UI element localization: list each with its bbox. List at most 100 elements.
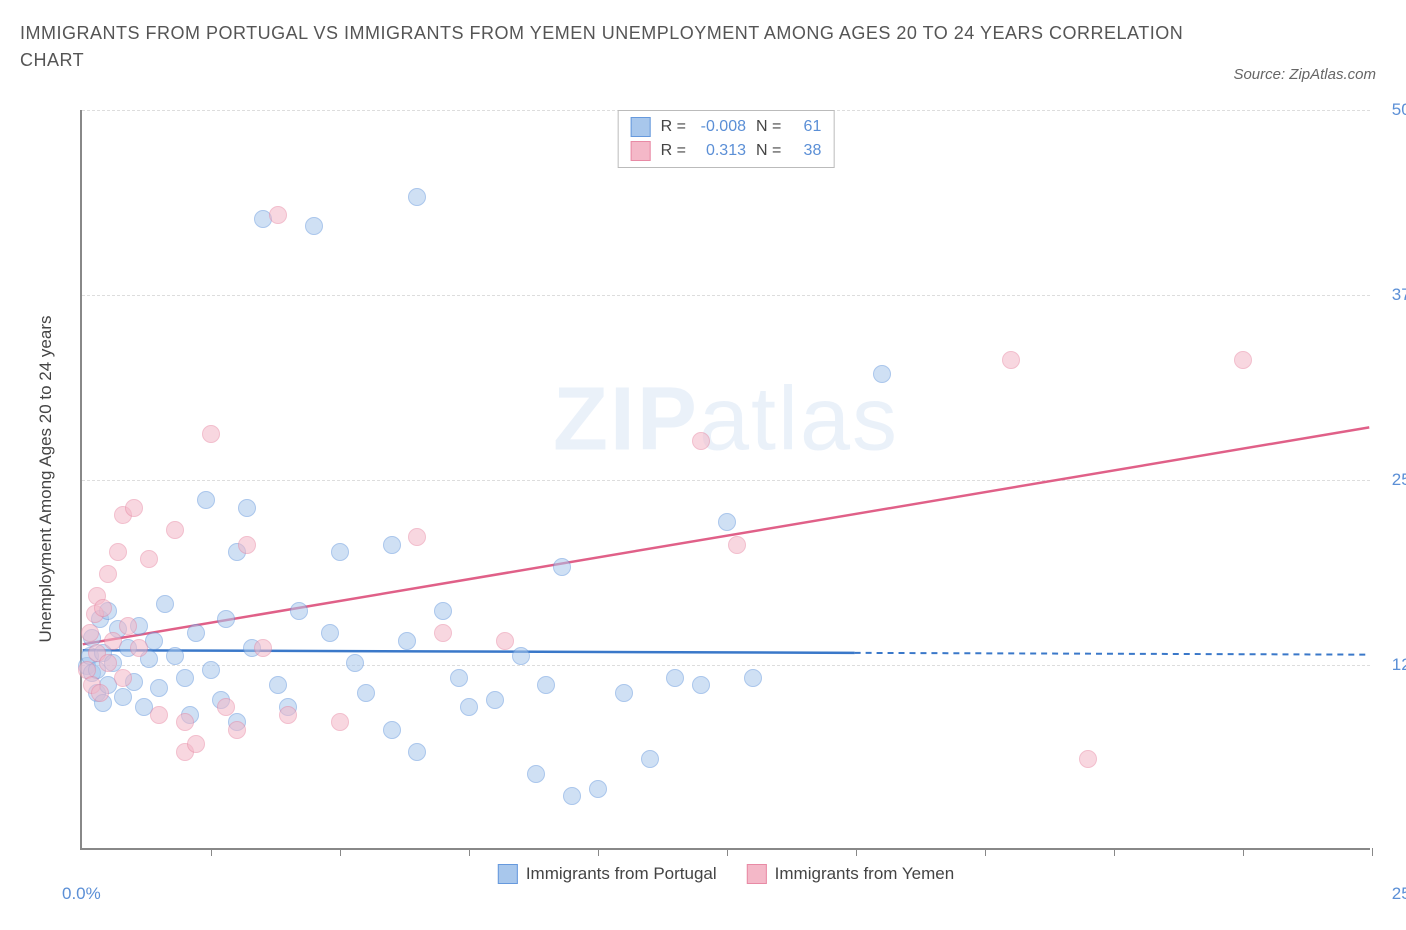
x-tick <box>1372 848 1373 856</box>
scatter-point <box>666 669 684 687</box>
scatter-point <box>331 543 349 561</box>
legend-swatch-icon <box>498 864 518 884</box>
scatter-point <box>615 684 633 702</box>
scatter-point <box>383 536 401 554</box>
legend-swatch-yemen <box>631 141 651 161</box>
scatter-point <box>589 780 607 798</box>
y-tick-label: 25.0% <box>1392 470 1406 490</box>
y-tick-label: 50.0% <box>1392 100 1406 120</box>
y-tick-label: 12.5% <box>1392 655 1406 675</box>
y-tick-label: 37.5% <box>1392 285 1406 305</box>
scatter-point <box>125 499 143 517</box>
y-axis-title: Unemployment Among Ages 20 to 24 years <box>36 316 56 643</box>
scatter-point <box>527 765 545 783</box>
scatter-point <box>238 499 256 517</box>
scatter-point <box>176 713 194 731</box>
scatter-point <box>269 676 287 694</box>
scatter-point <box>166 647 184 665</box>
scatter-point <box>692 432 710 450</box>
scatter-point <box>434 602 452 620</box>
scatter-point <box>187 735 205 753</box>
x-max-label: 25.0% <box>1392 884 1406 904</box>
scatter-point <box>176 669 194 687</box>
scatter-point <box>119 617 137 635</box>
x-tick <box>856 848 857 856</box>
scatter-point <box>156 595 174 613</box>
n-value-portugal: 61 <box>791 118 821 136</box>
scatter-point <box>537 676 555 694</box>
x-min-label: 0.0% <box>62 884 101 904</box>
legend-row-portugal: R = -0.008 N = 61 <box>627 115 826 139</box>
scatter-point <box>692 676 710 694</box>
x-tick <box>727 848 728 856</box>
scatter-point <box>150 706 168 724</box>
scatter-point <box>460 698 478 716</box>
r-value-portugal: -0.008 <box>696 118 746 136</box>
scatter-point <box>305 217 323 235</box>
scatter-point <box>331 713 349 731</box>
scatter-point <box>1234 351 1252 369</box>
legend-item-yemen: Immigrants from Yemen <box>747 864 955 884</box>
scatter-point <box>1079 750 1097 768</box>
chart-container: IMMIGRANTS FROM PORTUGAL VS IMMIGRANTS F… <box>20 20 1386 910</box>
scatter-point <box>130 639 148 657</box>
x-tick <box>1114 848 1115 856</box>
scatter-point <box>553 558 571 576</box>
legend-label-yemen: Immigrants from Yemen <box>775 864 955 884</box>
legend-label-portugal: Immigrants from Portugal <box>526 864 717 884</box>
correlation-legend: R = -0.008 N = 61 R = 0.313 N = 38 <box>618 110 835 168</box>
scatter-point <box>434 624 452 642</box>
scatter-point <box>217 610 235 628</box>
scatter-point <box>383 721 401 739</box>
scatter-point <box>450 669 468 687</box>
scatter-point <box>114 688 132 706</box>
x-tick <box>340 848 341 856</box>
legend-item-portugal: Immigrants from Portugal <box>498 864 717 884</box>
scatter-point <box>357 684 375 702</box>
scatter-point <box>254 639 272 657</box>
scatter-point <box>197 491 215 509</box>
scatter-point <box>91 684 109 702</box>
scatter-point <box>1002 351 1020 369</box>
legend-row-yemen: R = 0.313 N = 38 <box>627 139 826 163</box>
scatter-point <box>744 669 762 687</box>
scatter-point <box>728 536 746 554</box>
scatter-point <box>496 632 514 650</box>
scatter-point <box>228 721 246 739</box>
scatter-point <box>238 536 256 554</box>
source-attribution: Source: ZipAtlas.com <box>1233 66 1376 83</box>
scatter-point <box>166 521 184 539</box>
scatter-point <box>81 624 99 642</box>
scatter-point <box>269 206 287 224</box>
scatter-points <box>82 110 1370 848</box>
scatter-point <box>290 602 308 620</box>
scatter-point <box>408 528 426 546</box>
chart-title: IMMIGRANTS FROM PORTUGAL VS IMMIGRANTS F… <box>20 20 1220 74</box>
scatter-point <box>279 706 297 724</box>
scatter-point <box>563 787 581 805</box>
x-tick <box>598 848 599 856</box>
x-tick <box>211 848 212 856</box>
scatter-point <box>873 365 891 383</box>
scatter-point <box>99 654 117 672</box>
scatter-point <box>202 425 220 443</box>
r-value-yemen: 0.313 <box>696 142 746 160</box>
scatter-point <box>104 632 122 650</box>
scatter-point <box>94 599 112 617</box>
x-tick <box>985 848 986 856</box>
scatter-point <box>217 698 235 716</box>
scatter-point <box>641 750 659 768</box>
scatter-point <box>718 513 736 531</box>
series-legend: Immigrants from Portugal Immigrants from… <box>498 864 954 884</box>
scatter-point <box>114 669 132 687</box>
legend-swatch-icon <box>747 864 767 884</box>
scatter-point <box>140 550 158 568</box>
scatter-point <box>346 654 364 672</box>
scatter-point <box>398 632 416 650</box>
scatter-point <box>145 632 163 650</box>
plot-area: ZIPatlas R = -0.008 N = 61 R = 0.313 N =… <box>80 110 1370 850</box>
scatter-point <box>408 188 426 206</box>
scatter-point <box>109 543 127 561</box>
x-tick <box>1243 848 1244 856</box>
scatter-point <box>512 647 530 665</box>
